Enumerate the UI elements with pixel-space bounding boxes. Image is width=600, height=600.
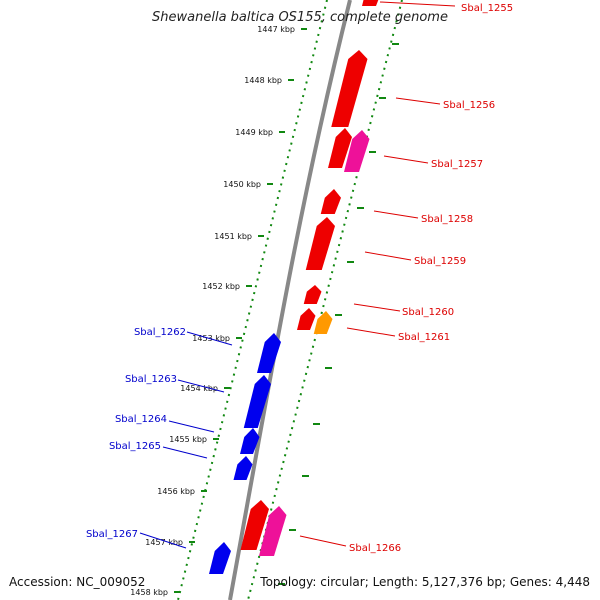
gene-label-leader — [383, 155, 429, 164]
ruler-track-right — [247, 0, 403, 600]
gene-label-leader — [395, 97, 441, 105]
gene-arrow[interactable] — [362, 0, 379, 6]
gene-label-leader — [379, 1, 456, 7]
gene-label-leader — [162, 446, 208, 459]
gene-arrow[interactable] — [303, 285, 322, 304]
tick-label: 1447 kbp — [257, 25, 295, 34]
gene-label-leader — [353, 303, 401, 312]
accession-value: NC_009052 — [76, 575, 146, 589]
gene-label[interactable]: Sbal_1258 — [421, 214, 473, 225]
genes-value: 4,448 — [555, 575, 590, 589]
gene-label-leader — [177, 379, 225, 393]
gene-arrow[interactable] — [328, 128, 352, 168]
gene-arrow[interactable] — [297, 308, 316, 330]
gene-label-leader — [364, 251, 412, 261]
gene-arrow[interactable] — [313, 311, 333, 334]
genome-backbone — [228, 0, 352, 600]
gene-label[interactable]: Sbal_1265 — [109, 441, 161, 452]
gene-arrow[interactable] — [240, 500, 270, 550]
gene-arrow[interactable] — [344, 130, 370, 172]
gene-arrow[interactable] — [257, 333, 281, 373]
tick-label: 1456 kbp — [157, 487, 195, 496]
gene-label-leader — [186, 331, 233, 346]
tick-label: 1450 kbp — [223, 180, 261, 189]
gene-label[interactable]: Sbal_1263 — [125, 374, 177, 385]
tick-label: 1454 kbp — [180, 384, 218, 393]
gene-label[interactable]: Sbal_1256 — [443, 100, 495, 111]
length-label: Length: — [372, 575, 419, 589]
gene-label-leader — [346, 327, 396, 337]
gene-arrow[interactable] — [243, 375, 271, 428]
gene-arrow[interactable] — [240, 428, 260, 454]
gene-label[interactable]: Sbal_1260 — [402, 307, 454, 318]
tick-label: 1457 kbp — [145, 538, 183, 547]
gene-label[interactable]: Sbal_1264 — [115, 414, 167, 425]
gene-arrow[interactable] — [233, 456, 253, 480]
length-value: 5,127,376 bp; — [421, 575, 507, 589]
gene-arrow[interactable] — [331, 50, 368, 127]
map-title: Shewanella baltica OS155, complete genom… — [152, 10, 448, 25]
ruler-track-left — [177, 0, 328, 600]
gene-arrow[interactable] — [209, 542, 231, 574]
gene-label[interactable]: Sbal_1255 — [461, 3, 513, 14]
gene-label-leader — [139, 532, 187, 549]
gene-label-leader — [168, 420, 215, 433]
tick-label: 1455 kbp — [169, 435, 207, 444]
gene-arrow[interactable] — [320, 189, 341, 214]
gene-label[interactable]: Sbal_1257 — [431, 159, 483, 170]
gene-arrow[interactable] — [259, 506, 287, 556]
genes-label: Genes: — [509, 575, 552, 589]
gene-label-leader — [373, 210, 419, 219]
tick-label: 1448 kbp — [244, 76, 282, 85]
tick-label: 1452 kbp — [202, 282, 240, 291]
gene-label[interactable]: Sbal_1266 — [349, 543, 401, 554]
gene-label[interactable]: Sbal_1267 — [86, 529, 138, 540]
gene-label[interactable]: Sbal_1259 — [414, 256, 466, 267]
gene-label[interactable]: Sbal_1262 — [134, 327, 186, 338]
topology-label: Topology: — [260, 575, 317, 589]
gene-label-leader — [299, 535, 347, 547]
accession-info: Accession: NC_009052 — [9, 575, 145, 589]
accession-label: Accession: — [9, 575, 73, 589]
tick-label: 1449 kbp — [235, 128, 273, 137]
gene-label[interactable]: Sbal_1261 — [398, 332, 450, 343]
tick-label: 1451 kbp — [214, 232, 252, 241]
genome-summary: Topology: circular; Length: 5,127,376 bp… — [260, 575, 590, 589]
topology-value: circular; — [320, 575, 369, 589]
gene-arrow[interactable] — [305, 217, 335, 270]
tick-label: 1458 kbp — [130, 588, 168, 597]
